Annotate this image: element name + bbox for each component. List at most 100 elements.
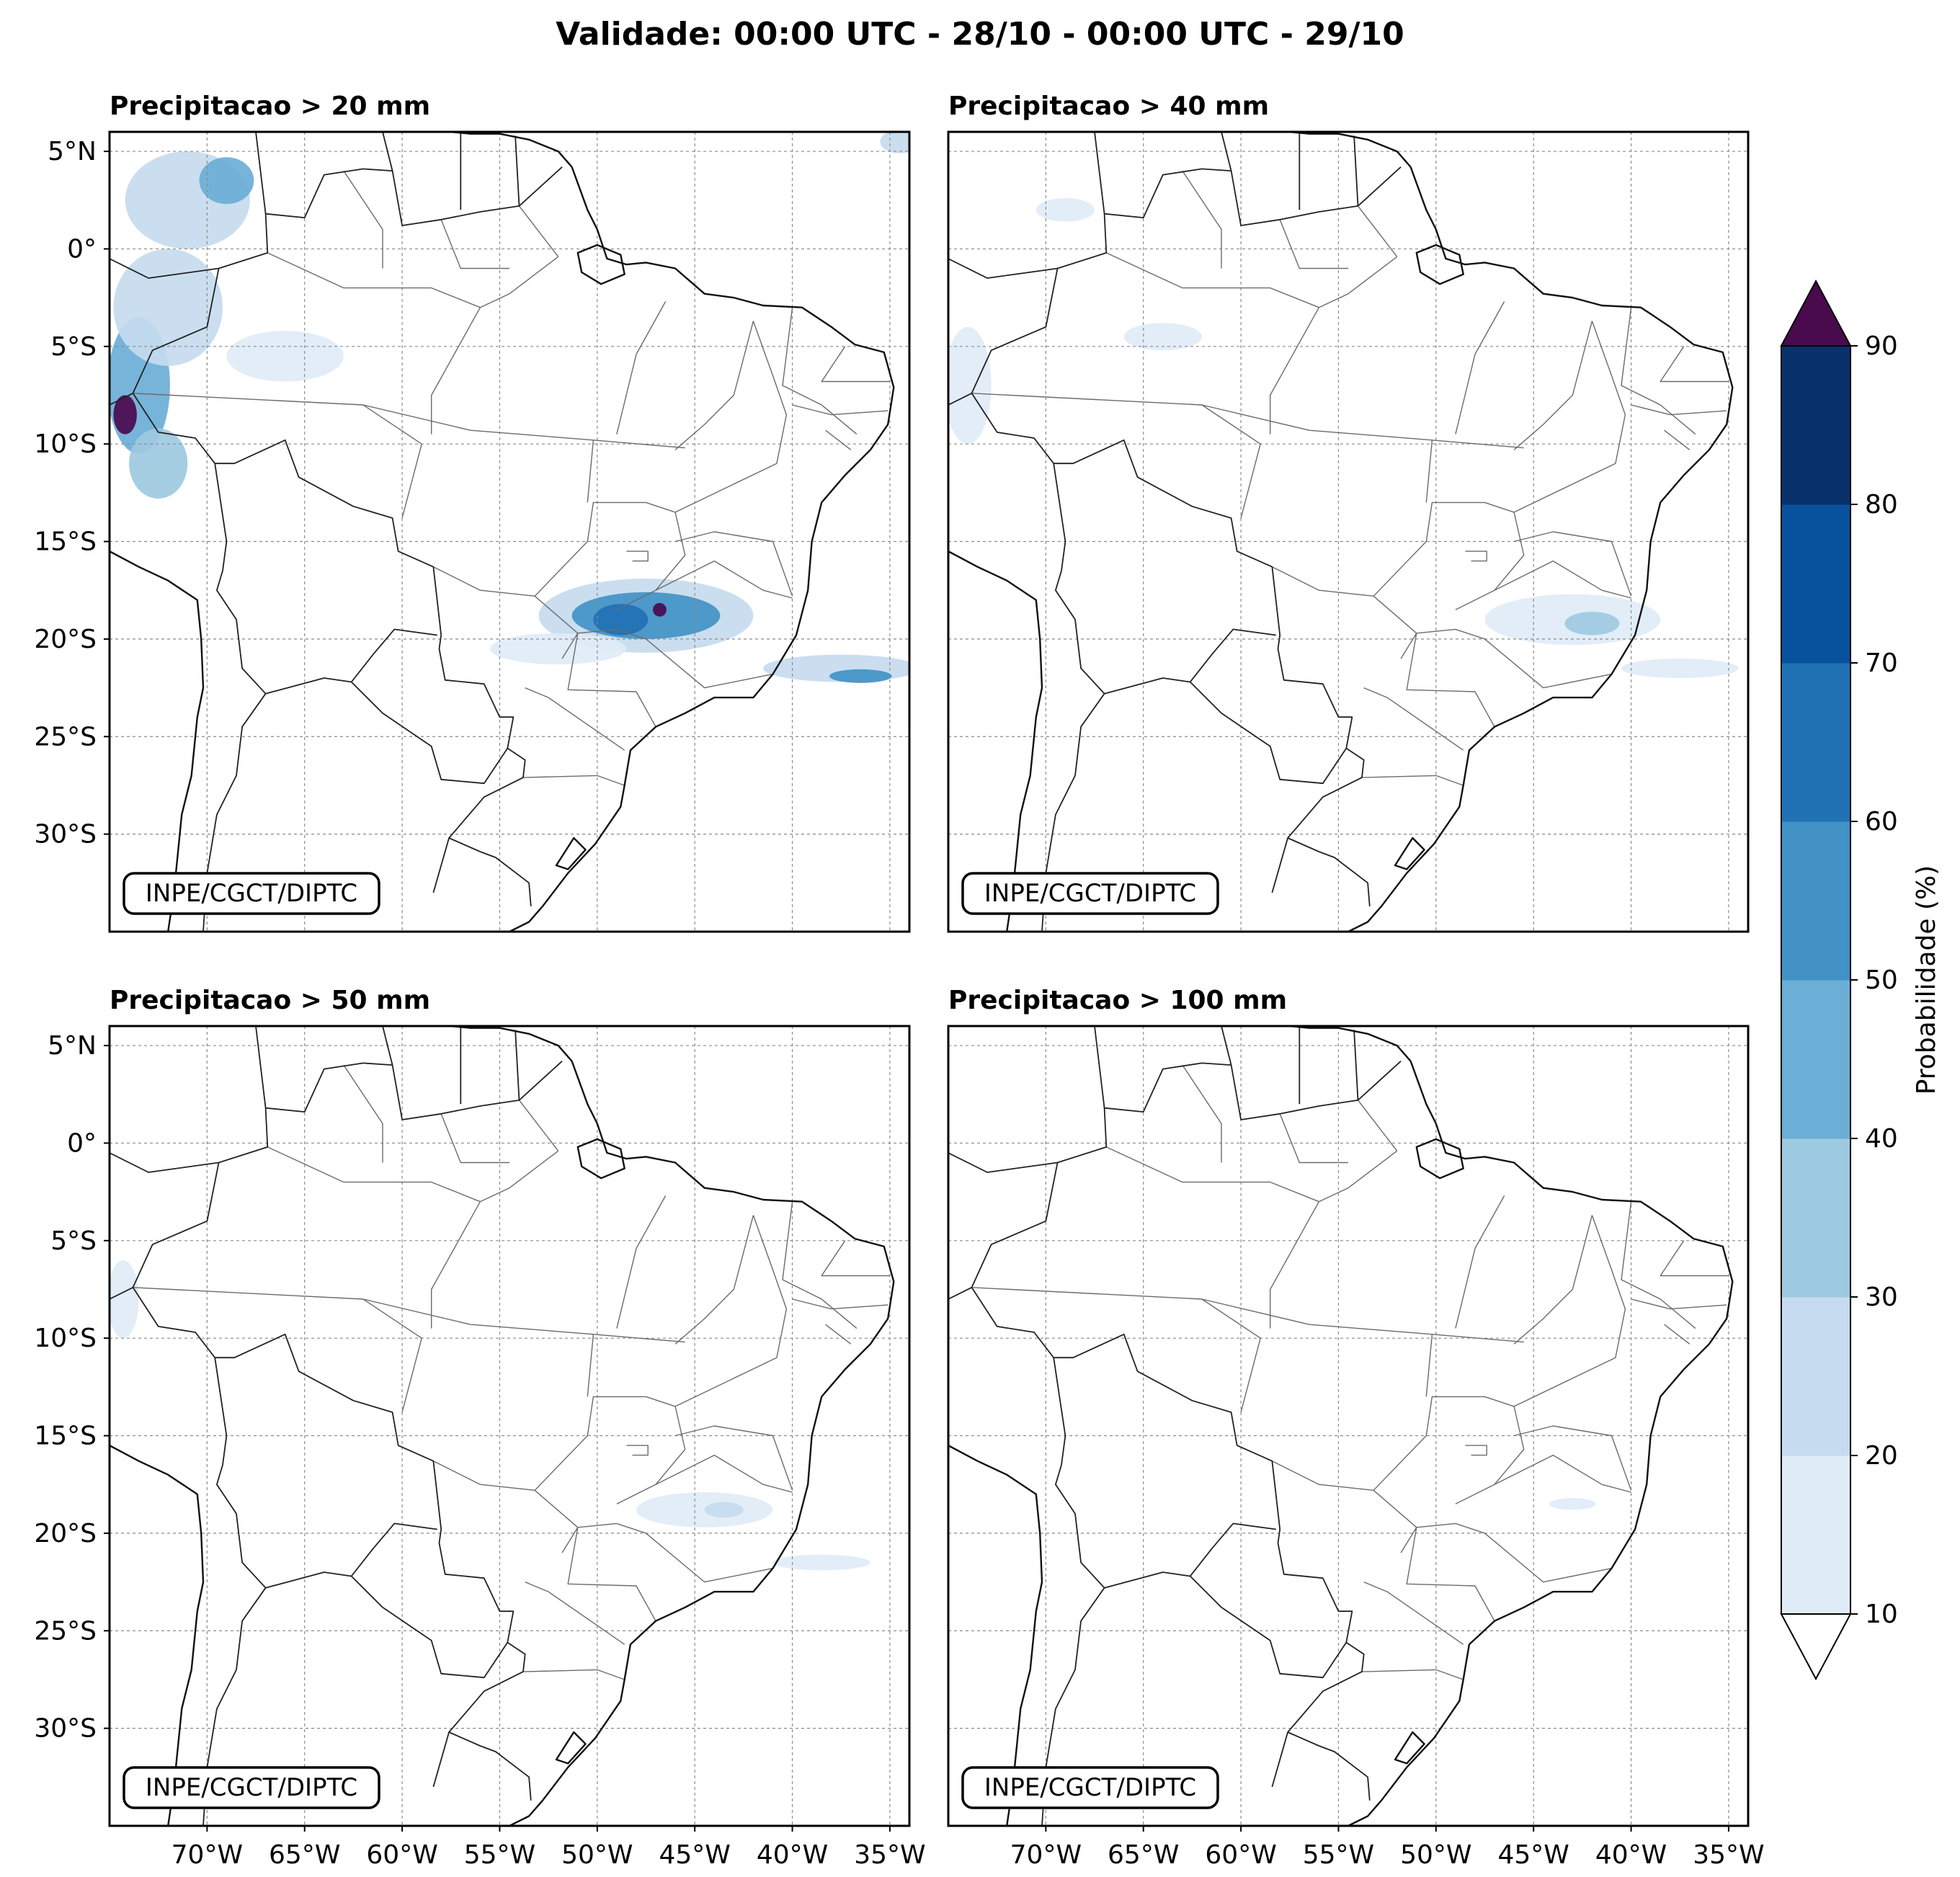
colorbar-segment xyxy=(1781,821,1850,981)
state-border xyxy=(821,1240,890,1277)
lon-tick-label: 45°W xyxy=(1497,1840,1569,1870)
lon-tick-label: 50°W xyxy=(561,1840,633,1870)
country-border xyxy=(971,166,1402,906)
country-border xyxy=(1041,1357,1105,1826)
state-border xyxy=(1182,1064,1222,1163)
state-border xyxy=(1201,404,1261,519)
panel-frame xyxy=(108,130,911,933)
country-border xyxy=(1221,1026,1232,1066)
state-border xyxy=(1270,307,1320,434)
state-border xyxy=(577,1522,773,1583)
lagoon xyxy=(555,1731,587,1765)
colorbar-segment xyxy=(1781,980,1850,1139)
state-border xyxy=(362,1298,422,1413)
state-border xyxy=(1513,321,1593,450)
state-border xyxy=(1416,1522,1612,1583)
country-border xyxy=(351,681,509,785)
state-border xyxy=(971,393,1524,449)
country-border xyxy=(948,392,972,406)
state-border xyxy=(1373,1396,1525,1504)
state-border xyxy=(1361,1669,1464,1680)
precip-area xyxy=(226,331,344,382)
state-border xyxy=(1406,1527,1495,1622)
state-border xyxy=(1513,1215,1626,1407)
precip-field xyxy=(110,132,909,683)
precip-area xyxy=(489,633,627,665)
state-border xyxy=(440,219,509,269)
state-border xyxy=(1465,1445,1487,1456)
lagoon xyxy=(555,837,587,870)
country-border xyxy=(110,1152,219,1173)
state-border xyxy=(1363,1581,1464,1645)
state-border xyxy=(1357,1100,1398,1151)
precip-field xyxy=(1549,1498,1596,1510)
lat-tick-label: 25°S xyxy=(34,722,97,752)
coastline xyxy=(1348,166,1734,932)
country-border xyxy=(1221,132,1232,171)
lat-tick-label: 20°S xyxy=(34,1519,97,1548)
colorbar-segment xyxy=(1781,663,1850,822)
credit-box xyxy=(961,872,1219,915)
lon-tick-label: 70°W xyxy=(172,1840,243,1870)
lat-tick-label: 5°N xyxy=(48,137,97,166)
precip-area xyxy=(129,428,188,499)
coastline xyxy=(948,1445,1043,1826)
state-border xyxy=(343,170,383,269)
precip-area xyxy=(1621,658,1739,679)
state-border xyxy=(1270,1201,1320,1329)
state-border xyxy=(567,633,656,728)
country-border xyxy=(265,628,437,695)
country-border xyxy=(948,1152,1058,1173)
lat-tick-label: 20°S xyxy=(34,625,97,654)
state-border xyxy=(1660,1240,1729,1277)
state-border xyxy=(674,321,754,450)
state-border xyxy=(1106,1146,1398,1203)
state-border xyxy=(1494,1454,1631,1493)
lon-tick-label: 35°W xyxy=(854,1840,925,1870)
lat-tick-label: 10°S xyxy=(34,1324,97,1353)
lon-tick-label: 70°W xyxy=(1010,1840,1082,1870)
colorbar: 10 20 30 40 50 60 70 80 90 Probabilidade (%) xyxy=(1780,279,1941,1681)
colorbar-tick-label: 40 xyxy=(1865,1124,1898,1154)
state-border xyxy=(1513,531,1632,597)
state-border xyxy=(674,1425,793,1491)
country-border xyxy=(1041,463,1105,932)
colorbar-tick-label: 10 xyxy=(1865,1600,1898,1629)
state-border xyxy=(1406,633,1495,728)
state-border xyxy=(821,346,890,383)
state-border xyxy=(577,628,773,689)
precip-area xyxy=(593,604,649,636)
country-border xyxy=(1094,1026,1105,1108)
state-border xyxy=(1664,1324,1690,1345)
state-border xyxy=(1474,301,1505,355)
state-border xyxy=(522,775,625,786)
colorbar-over-extension xyxy=(1780,279,1852,347)
colorbar-tick-label: 30 xyxy=(1865,1283,1898,1312)
gridlines xyxy=(948,132,1748,932)
state-border xyxy=(782,307,858,435)
state-border xyxy=(971,1287,1524,1343)
map-area xyxy=(110,1026,909,1826)
map-panel-p40: Precipitacao > 40 mm INPE/CGCT/DIPTC xyxy=(947,92,1750,933)
colorbar-tick-label: 90 xyxy=(1865,331,1898,361)
state-border xyxy=(133,1287,685,1343)
credit-label: INPE/CGCT/DIPTC xyxy=(146,879,357,908)
state-border xyxy=(587,1334,594,1397)
state-border xyxy=(440,1113,509,1164)
coastline xyxy=(1289,132,1412,168)
state-border xyxy=(133,393,685,449)
country-border xyxy=(1271,1731,1288,1788)
coastline xyxy=(1289,1026,1412,1062)
state-border xyxy=(1373,501,1525,610)
map-panels: Precipitacao > 20 mm 5°N 0° 5°S 10°S 15°S 20°S… xyxy=(34,92,1764,1870)
country-border xyxy=(514,1030,520,1100)
coastline xyxy=(509,166,895,932)
panel-frame xyxy=(108,1025,911,1827)
colorbar-segment xyxy=(1781,1297,1850,1456)
country-border xyxy=(255,1026,267,1108)
panel-title: Precipitacao > 50 mm xyxy=(110,986,430,1015)
colorbar-tick-label: 60 xyxy=(1865,807,1898,837)
boundaries xyxy=(948,1026,1734,1826)
state-border xyxy=(1513,1425,1632,1491)
credit-box xyxy=(122,872,380,915)
